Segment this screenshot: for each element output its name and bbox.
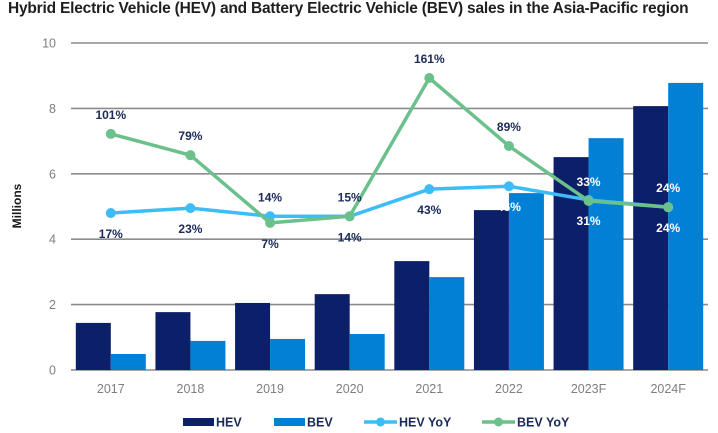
bar-bev-2023f [588,138,624,370]
x-tick-2021: 2021 [415,382,443,396]
marker-bev-yoy-2019 [265,217,276,228]
marker-hev-yoy-2018 [185,203,196,214]
bars [75,82,704,371]
line-bev-yoy [110,76,669,225]
data-label-hev-yoy-2024f: 24% [656,221,680,235]
y-tick-2: 2 [49,298,56,312]
x-tick-2023f: 2023F [571,382,607,396]
data-label-hev-yoy-2017: 17% [99,227,123,241]
bar-bev-2017 [110,353,146,370]
marker-bev-yoy-2018 [185,150,196,161]
bar-hev-2021 [394,261,430,370]
data-labels: 17% 23% 14% 14% 43% 46% 31% 24% 101% 79% 7% 15% 161%… [95,52,680,251]
legend-item-hev: HEV [183,416,242,430]
marker-bev-yoy-2022 [503,141,514,152]
marker-bev-yoy-2023f [583,195,594,206]
legend-marker-hev-yoy [376,417,385,427]
data-label-bev-yoy-2019: 7% [261,237,279,251]
data-label-bev-yoy-2021: 161% [414,52,445,66]
bar-bev-2020 [349,334,385,370]
data-label-bev-yoy-2023f: 33% [577,175,601,189]
y-tick-0: 0 [49,364,56,378]
legend-item-bev-yoy: BEV YoY [482,416,570,430]
bar-bev-2018 [190,340,226,370]
marker-bev-yoy-2024f [663,202,674,213]
data-label-bev-yoy-2017: 101% [95,108,126,122]
bar-bev-2024f [668,82,704,371]
marker-bev-yoy-2017 [105,128,116,139]
data-label-hev-yoy-2019: 14% [258,190,282,204]
legend-label-hev-yoy: HEV YoY [399,416,452,430]
marker-hev-yoy-2022 [503,181,514,192]
marker-bev-yoy-2020 [344,211,355,222]
lines [105,72,674,228]
data-label-hev-yoy-2022: 46% [497,200,521,214]
legend-item-hev-yoy: HEV YoY [364,416,452,430]
legend-swatch-hev [183,418,214,426]
marker-hev-yoy-2021 [424,184,435,195]
x-tick-2020: 2020 [336,382,364,396]
chart-title: Hybrid Electric Vehicle (HEV) and Batter… [8,0,689,17]
data-label-hev-yoy-2021: 43% [417,203,441,217]
data-label-hev-yoy-2018: 23% [178,222,202,236]
data-label-bev-yoy-2018: 79% [178,129,202,143]
legend-label-bev: BEV [307,416,333,430]
bar-hev-2020 [314,294,350,370]
x-tick-2017: 2017 [97,382,125,396]
x-tick-2024f: 2024F [650,382,686,396]
y-tick-10: 10 [42,37,56,51]
line-hev-yoy [110,184,669,219]
y-tick-8: 8 [49,102,56,116]
y-tick-labels: 0 2 4 6 8 10 [42,37,56,378]
marker-bev-yoy-2021 [424,72,435,83]
y-tick-4: 4 [49,233,56,247]
data-label-bev-yoy-2022: 89% [497,120,521,134]
legend-label-bev-yoy: BEV YoY [517,416,570,430]
data-label-hev-yoy-2020: 14% [338,230,362,244]
x-tick-2019: 2019 [256,382,284,396]
data-label-bev-yoy-2020: 15% [338,190,362,204]
bar-bev-2021 [429,277,465,370]
legend-label-hev: HEV [216,416,242,430]
legend-marker-bev-yoy [494,417,503,427]
x-tick-labels: 2017 2018 2019 2020 2021 2022 2023F 2024F [97,382,686,396]
legend-item-bev: BEV [274,416,333,430]
bar-hev-2022 [473,210,509,370]
x-tick-2018: 2018 [177,382,205,396]
bar-hev-2023f [553,157,589,370]
bar-bev-2019 [270,338,306,370]
y-axis-label: Millions [10,183,24,228]
data-label-hev-yoy-2023f: 31% [577,214,601,228]
data-label-bev-yoy-2024f: 24% [656,181,680,195]
bar-hev-2019 [235,302,271,370]
bar-hev-2017 [75,322,111,370]
bar-bev-2022 [508,193,544,370]
x-tick-2022: 2022 [495,382,523,396]
legend-swatch-bev [274,418,305,426]
legend: HEV BEV HEV YoY BEV YoY [183,416,570,430]
marker-hev-yoy-2017 [105,208,116,219]
y-tick-6: 6 [49,167,56,181]
bar-hev-2024f [633,106,669,371]
bar-hev-2018 [155,312,191,370]
